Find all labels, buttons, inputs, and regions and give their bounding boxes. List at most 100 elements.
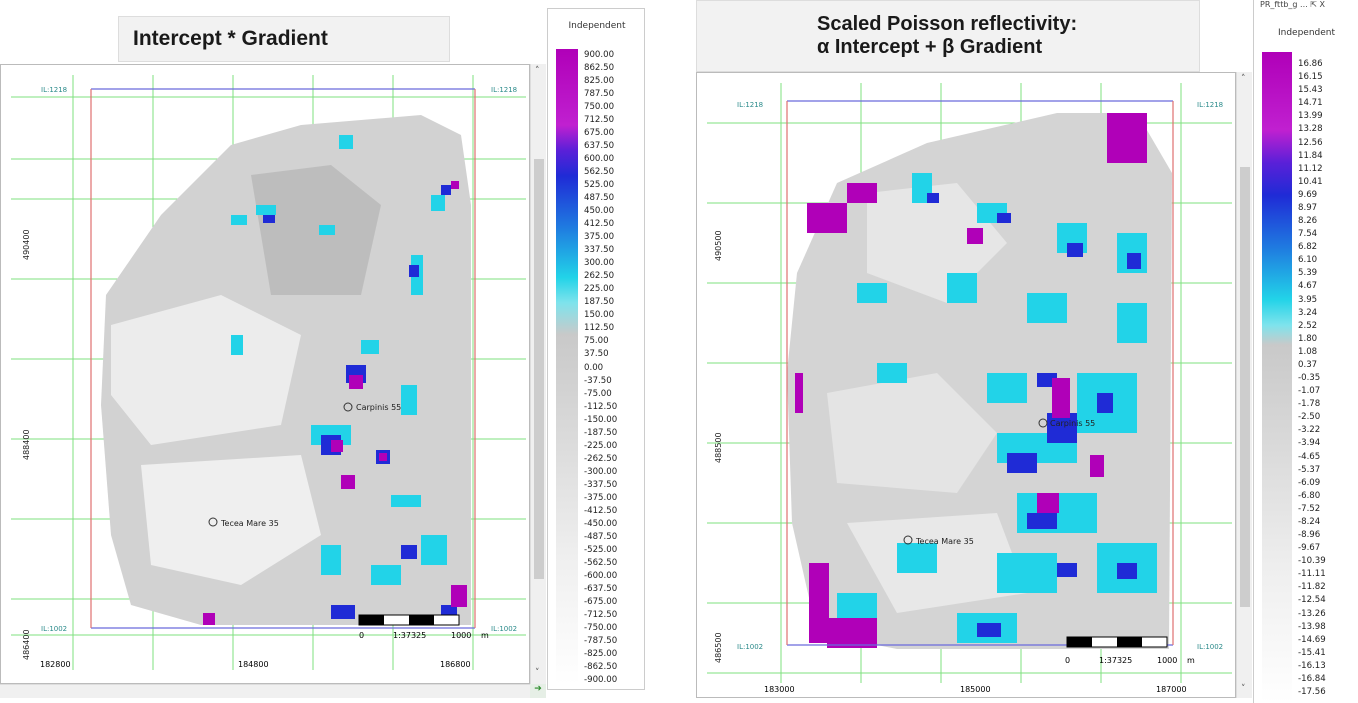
scale-bar: 0 1:37325 1000 m [1065, 636, 1195, 665]
colorbar-tick-label: 12.56 [1298, 137, 1323, 148]
colorbar-tick-label: -787.50 [584, 635, 618, 646]
x-tick-1: 183000 [764, 685, 795, 694]
left-vertical-scrollbar[interactable]: ˄ ˅ [530, 64, 546, 684]
colorbar-tick-label: 37.50 [584, 349, 609, 360]
il-bottom-label-left: IL:1002 [737, 643, 763, 651]
well-marker-carpinis[interactable] [1038, 418, 1048, 428]
colorbar-tick-label: -9.67 [1298, 543, 1321, 554]
colorbar-tick-label: -75.00 [584, 388, 612, 399]
colorbar-tick-label: -600.00 [584, 570, 618, 581]
x-tick-1: 182800 [40, 660, 71, 669]
colorbar-tick-label: 0.37 [1298, 359, 1318, 370]
colorbar-tick-label: 487.50 [584, 193, 615, 204]
left-map-view[interactable]: IL:1218 IL:1218 IL:1002 IL:1002 Carpinis… [0, 64, 530, 684]
il-top-label-left: IL:1218 [737, 101, 763, 109]
colorbar-tick-label: 7.54 [1298, 229, 1318, 240]
colorbar-tick-label: -2.50 [1298, 412, 1321, 423]
scroll-up-arrow[interactable]: ˄ [535, 66, 540, 76]
colorbar-tick-label: 13.99 [1298, 111, 1323, 122]
colorbar-tick-label: 712.50 [584, 115, 615, 126]
colorbar-tick-label: -0.35 [1298, 373, 1321, 383]
il-top-label-right: IL:1218 [1197, 101, 1223, 109]
left-horizontal-scrollbar[interactable] [0, 684, 530, 698]
colorbar-tick-label: -11.82 [1298, 582, 1326, 593]
colorbar-tick-label: 8.97 [1298, 202, 1318, 213]
colorbar-tick-label: -412.50 [584, 505, 618, 516]
il-top-label-left: IL:1218 [41, 86, 67, 94]
colorbar-tick-label: 225.00 [584, 284, 615, 295]
right-attribute-body [787, 113, 1172, 649]
colorbar-tick-label: 525.00 [584, 180, 615, 191]
scroll-up-arrow[interactable]: ˄ [1241, 74, 1246, 84]
colorbar-tick-label: -3.94 [1298, 438, 1321, 449]
right-vertical-scrollbar[interactable]: ˄ ˅ [1236, 72, 1252, 698]
colorbar-tick-label: -1.07 [1298, 386, 1321, 397]
y-tick-1: 490500 [714, 230, 723, 261]
colorbar-tick-label: -3.22 [1298, 425, 1321, 436]
scroll-down-arrow[interactable]: ˅ [535, 668, 540, 678]
y-tick-3: 486500 [714, 632, 723, 663]
y-tick-3: 486400 [22, 629, 31, 660]
scale-bar: 0 1:37325 1000 m [358, 614, 489, 640]
colorbar-tick-label: 450.00 [584, 206, 615, 217]
colorbar-tick-label: 15.43 [1298, 85, 1323, 96]
window-caption: PR_fttb_g ... ⇱ X [1260, 0, 1325, 9]
well-marker-carpinis[interactable] [343, 402, 353, 412]
scroll-down-arrow[interactable]: ˅ [1241, 684, 1246, 694]
colorbar-tick-label: 637.50 [584, 141, 615, 152]
colorbar-tick-label: -17.56 [1298, 687, 1326, 697]
scroll-thumb[interactable] [534, 159, 544, 579]
il-bottom-label-right: IL:1002 [491, 625, 517, 633]
colorbar-tick-label: 5.39 [1298, 268, 1318, 279]
colorbar-tick-label: -637.50 [584, 583, 618, 594]
colorbar-tick-label: 11.84 [1298, 150, 1323, 161]
svg-text:0: 0 [359, 631, 364, 640]
well-label-tecea: Tecea Mare 35 [915, 537, 974, 546]
il-top-label-right: IL:1218 [491, 86, 517, 94]
well-marker-tecea[interactable] [903, 535, 913, 545]
colorbar-tick-label: 14.71 [1298, 98, 1323, 109]
left-colorbar-panel: Independent 900.00 862.50 825.00 787.50 750.… [547, 8, 645, 690]
colorbar-tick-label: 375.00 [584, 232, 615, 243]
right-colorbar-gradient [1262, 52, 1292, 703]
left-attribute-body [101, 115, 471, 625]
left-colorbar-title: Independent [568, 21, 626, 31]
colorbar-tick-label: 16.86 [1298, 59, 1323, 69]
colorbar-tick-label: -1.78 [1298, 399, 1321, 410]
colorbar-tick-label: 900.00 [584, 50, 615, 60]
colorbar-tick-label: 600.00 [584, 154, 615, 165]
colorbar-tick-label: 8.26 [1298, 216, 1318, 226]
right-map-view[interactable]: IL:1218 IL:1218 IL:1002 IL:1002 Carpinis… [696, 72, 1236, 698]
scroll-thumb[interactable] [1240, 167, 1250, 607]
x-tick-2: 184800 [238, 660, 269, 669]
colorbar-tick-label: 412.50 [584, 219, 615, 230]
colorbar-tick-label: -862.50 [584, 661, 618, 672]
colorbar-tick-label: -450.00 [584, 518, 618, 529]
colorbar-tick-label: 750.00 [584, 102, 615, 113]
colorbar-tick-label: -337.50 [584, 479, 618, 490]
colorbar-tick-label: 11.12 [1298, 163, 1323, 174]
colorbar-tick-label: 262.50 [584, 271, 615, 282]
colorbar-tick-label: 1.08 [1298, 346, 1318, 357]
colorbar-tick-label: -6.09 [1298, 477, 1321, 488]
right-title-line1: Scaled Poisson reflectivity: [817, 13, 1078, 35]
colorbar-tick-label: 862.50 [584, 63, 615, 74]
colorbar-tick-label: -6.80 [1298, 490, 1321, 501]
il-bottom-label-right: IL:1002 [1197, 643, 1223, 651]
colorbar-tick-label: -11.11 [1298, 569, 1326, 580]
x-tick-2: 185000 [960, 685, 991, 694]
right-title-line2: α Intercept + β Gradient [817, 36, 1043, 58]
resize-grip-icon[interactable]: ➔ [530, 684, 546, 698]
well-label-carpinis: Carpinis 55 [356, 403, 401, 412]
colorbar-tick-label: 3.24 [1298, 307, 1318, 318]
right-title: Scaled Poisson reflectivity: α Intercept… [696, 0, 1200, 72]
well-marker-tecea[interactable] [208, 517, 218, 527]
colorbar-tick-label: -4.65 [1298, 451, 1321, 462]
colorbar-tick-label: -262.50 [584, 453, 618, 464]
colorbar-tick-label: -150.00 [584, 414, 618, 425]
colorbar-tick-label: 300.00 [584, 258, 615, 269]
colorbar-tick-label: -14.69 [1298, 634, 1326, 645]
colorbar-tick-label: 187.50 [584, 297, 615, 308]
colorbar-tick-label: -8.24 [1298, 516, 1321, 527]
svg-text:1:37325: 1:37325 [393, 631, 426, 640]
